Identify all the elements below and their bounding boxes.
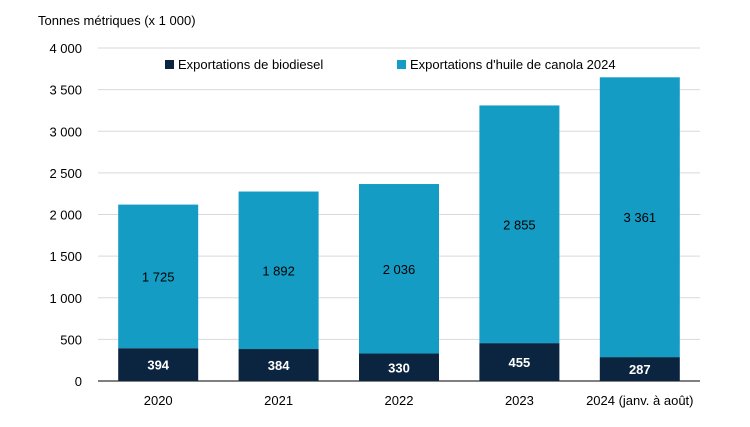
data-label: 1 892 (262, 263, 295, 278)
y-tick-label: 2 000 (49, 208, 82, 223)
data-label: 455 (509, 355, 531, 370)
data-label: 384 (268, 358, 290, 373)
bar-segment (359, 184, 439, 354)
y-tick-label: 1 000 (49, 291, 82, 306)
data-label: 2 855 (503, 217, 536, 232)
bar-segment (238, 349, 319, 381)
y-tick-label: 1 500 (49, 249, 82, 264)
legend-label: Exportations de biodiesel (178, 57, 323, 72)
x-tick-label: 2024 (janv. à août) (586, 393, 693, 408)
legend-swatch (397, 60, 406, 69)
bar-segment (479, 343, 560, 381)
x-tick-label: 2021 (264, 393, 293, 408)
data-label: 330 (388, 360, 410, 375)
data-label: 1 725 (142, 269, 175, 284)
x-tick-label: 2020 (144, 393, 173, 408)
bar-segment (479, 105, 560, 344)
bar-segment (359, 353, 439, 381)
legend-swatch (165, 60, 174, 69)
bar-segment (599, 77, 680, 358)
legend-label: Exportations d'huile de canola 2024 (410, 57, 616, 72)
bar-segment (599, 357, 680, 381)
data-label: 394 (147, 358, 169, 373)
y-tick-label: 4 000 (49, 41, 82, 56)
axes: 0 500 1 000 1 500 2 000 2 500 3 000 3 500 4 000 2… (49, 41, 700, 408)
bar-segment (238, 191, 319, 350)
legend: Exportations de biodiesel Exportations d'… (165, 57, 616, 72)
y-tick-label: 3 000 (49, 124, 82, 139)
x-tick-label: 2022 (385, 393, 414, 408)
bar-segment (118, 204, 199, 349)
y-tick-label: 2 500 (49, 166, 82, 181)
y-tick-label: 3 500 (49, 83, 82, 98)
data-label: 3 361 (624, 210, 657, 225)
x-tick-label: 2023 (505, 393, 534, 408)
bar-segment (118, 348, 199, 381)
y-tick-label: 500 (60, 332, 82, 347)
bars: 394 1 725 384 1 892 330 2 036 455 2 855 287 3 361 (118, 77, 680, 381)
data-label: 287 (629, 362, 651, 377)
data-label: 2 036 (383, 262, 416, 277)
y-tick-label: 0 (75, 374, 82, 389)
y-axis-label: Tonnes métriques (x 1 000) (38, 13, 196, 28)
